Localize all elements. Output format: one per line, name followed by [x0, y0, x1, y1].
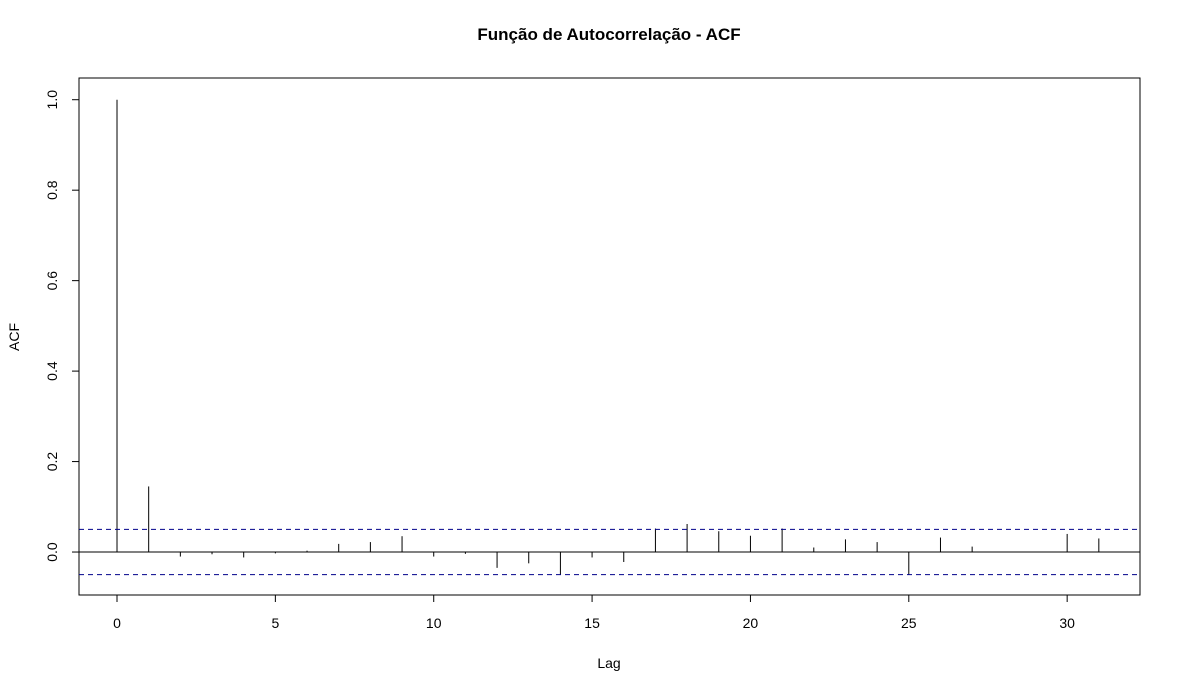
y-tick-label: 0.0 [44, 542, 60, 562]
y-tick-label: 0.6 [44, 271, 60, 291]
x-tick-label: 30 [1059, 615, 1075, 631]
x-tick-label: 10 [426, 615, 442, 631]
y-axis: 0.0 0.2 0.4 0.6 0.8 1.0 [44, 90, 79, 562]
x-tick-label: 20 [743, 615, 759, 631]
y-axis-label: ACF [6, 323, 22, 351]
x-tick-label: 15 [584, 615, 600, 631]
x-tick-label: 5 [271, 615, 279, 631]
y-tick-label: 1.0 [44, 90, 60, 110]
y-tick-label: 0.4 [44, 361, 60, 381]
confidence-bounds [79, 528, 1140, 576]
acf-bars [79, 99, 1140, 575]
y-tick-label: 0.8 [44, 180, 60, 200]
chart-title: Função de Autocorrelação - ACF [477, 25, 740, 44]
x-axis: 0 5 10 15 20 25 30 [113, 595, 1075, 631]
y-tick-label: 0.2 [44, 452, 60, 472]
plot-frame [78, 77, 1141, 596]
x-tick-label: 0 [113, 615, 121, 631]
x-tick-label: 25 [901, 615, 917, 631]
x-axis-label: Lag [597, 655, 620, 671]
